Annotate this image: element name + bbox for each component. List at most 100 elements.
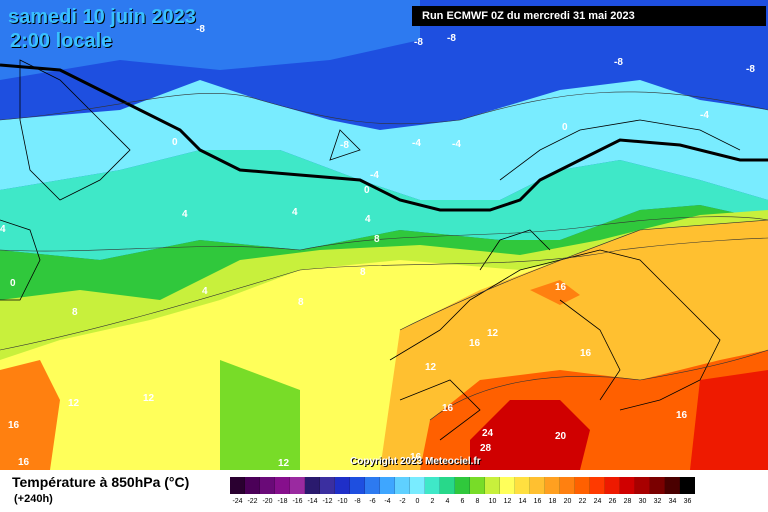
britain-coast — [479, 229, 551, 271]
scale-swatch — [635, 477, 650, 494]
scale-swatch — [530, 477, 545, 494]
scale-tick-label: 16 — [533, 498, 542, 505]
scale-tick-label: -2 — [399, 498, 406, 505]
isotherm-12 — [0, 237, 768, 351]
isotherm-8 — [0, 216, 768, 252]
contour-label: 16 — [18, 457, 30, 468]
scale-tick-label: 22 — [578, 498, 587, 505]
contour-label: 0 — [10, 278, 16, 289]
contour-label: 8 — [298, 297, 304, 308]
contour-label: 8 — [72, 307, 78, 318]
scale-tick-label: 2 — [430, 498, 435, 505]
scale-swatch — [590, 477, 605, 494]
contour-label: 12 — [143, 393, 155, 404]
contour-label: 28 — [480, 443, 492, 454]
scale-tick-label: 34 — [668, 498, 677, 505]
scale-swatch — [455, 477, 470, 494]
contour-label: 8 — [374, 234, 380, 245]
contour-label: 16 — [469, 338, 481, 349]
zero-isotherm — [0, 63, 768, 212]
contour-label: 4 — [0, 224, 6, 235]
svalbard-coast — [329, 129, 361, 161]
contour-label: -8 — [414, 37, 423, 48]
parameter-label: Température à 850hPa (°C) — [12, 474, 190, 490]
hottest-zone-fill — [470, 400, 590, 470]
iberia-coast — [399, 379, 481, 441]
color-scale-labels: -24 -22 -20 -18 -16 -14 -12 -10 -8 -6 -4 -2 0 2 4 6 8 10 1… — [230, 498, 695, 505]
contour-label: 0 — [364, 185, 370, 196]
copyright-notice: Copyright 2023 Meteociel.fr — [350, 456, 481, 467]
contour-label: -8 — [340, 140, 349, 151]
scale-tick-label: -6 — [369, 498, 376, 505]
scale-tick-label: -10 — [337, 498, 348, 505]
scale-swatch — [545, 477, 560, 494]
isotherm-16 — [399, 219, 768, 331]
green-tongue-fill — [220, 360, 300, 470]
scale-tick-label: 24 — [593, 498, 602, 505]
greenland-coast — [19, 59, 131, 201]
contour-label: 16 — [676, 410, 688, 421]
contour-label: 4 — [292, 207, 298, 218]
scale-tick-label: 10 — [488, 498, 497, 505]
scale-swatch — [230, 477, 245, 494]
scale-swatch — [350, 477, 365, 494]
atlantic-warm-fill — [0, 360, 60, 470]
coastlines — [0, 59, 741, 441]
contour-label: 16 — [442, 403, 454, 414]
scale-swatch — [395, 477, 410, 494]
scale-tick-label: -14 — [307, 498, 318, 505]
scale-swatch — [665, 477, 680, 494]
contour-label: 16 — [8, 420, 20, 431]
contour-label: 12 — [425, 362, 437, 373]
scale-swatch — [605, 477, 620, 494]
contour-label: 20 — [555, 431, 567, 442]
scale-tick-label: -24 — [232, 498, 243, 505]
scale-swatch — [485, 477, 500, 494]
scale-tick-label: 18 — [548, 498, 557, 505]
forecast-date-title: samedi 10 juin 2023 — [8, 6, 196, 28]
scale-tick-label: 32 — [653, 498, 662, 505]
scale-tick-label: 0 — [415, 498, 420, 505]
map-canvas — [0, 0, 768, 470]
contour-label: -8 — [746, 64, 755, 75]
contour-label: -4 — [452, 139, 461, 150]
contour-label: -8 — [614, 57, 623, 68]
scale-tick-label: -18 — [277, 498, 288, 505]
contour-label: 8 — [360, 267, 366, 278]
scale-tick-label: 6 — [460, 498, 465, 505]
contour-label: 16 — [580, 348, 592, 359]
scale-swatch — [500, 477, 515, 494]
contour-label: 4 — [202, 286, 208, 297]
scale-swatch — [425, 477, 440, 494]
scale-swatch — [260, 477, 275, 494]
central-europe-warm-patch — [530, 280, 580, 305]
contour-label: 12 — [487, 328, 499, 339]
scale-tick-label: 26 — [608, 498, 617, 505]
scale-swatch — [380, 477, 395, 494]
east-hot-fill — [690, 370, 768, 470]
scale-swatch — [620, 477, 635, 494]
europe-coast — [389, 249, 721, 411]
contour-label: -8 — [196, 24, 205, 35]
contour-label: 16 — [410, 452, 422, 463]
contour-label: -8 — [447, 33, 456, 44]
scale-swatch — [245, 477, 260, 494]
run-info-banner: Run ECMWF 0Z du mercredi 31 mai 2023 — [412, 6, 766, 26]
scale-tick-label: 8 — [475, 498, 480, 505]
contour-label: 4 — [365, 214, 371, 225]
contour-label: 4 — [182, 209, 188, 220]
scale-swatch — [470, 477, 485, 494]
scale-tick-label: -8 — [354, 498, 361, 505]
iceland-coast — [0, 219, 41, 301]
contour-label: -4 — [370, 170, 379, 181]
scale-swatch — [320, 477, 335, 494]
italy-coast — [559, 299, 621, 401]
contour-label: 0 — [562, 122, 568, 133]
scale-tick-label: -12 — [322, 498, 333, 505]
scale-tick-label: 14 — [518, 498, 527, 505]
scale-swatch — [440, 477, 455, 494]
scale-swatch — [410, 477, 425, 494]
scale-tick-label: 20 — [563, 498, 572, 505]
scandinavia-coast — [499, 119, 741, 181]
forecast-time-title: 2:00 locale — [10, 30, 113, 52]
